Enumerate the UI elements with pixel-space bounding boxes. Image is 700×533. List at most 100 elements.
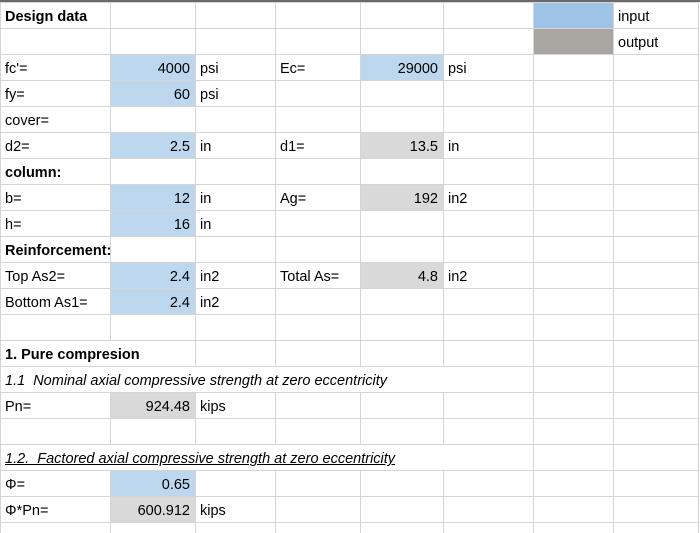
cell-D17[interactable] <box>275 418 361 445</box>
cell-D20[interactable] <box>275 496 361 523</box>
cell-F2[interactable] <box>443 28 534 55</box>
cell-F20[interactable] <box>443 496 534 523</box>
cell-E10[interactable] <box>360 236 444 263</box>
cell-H12[interactable] <box>613 288 699 315</box>
cell-D21[interactable] <box>275 522 361 533</box>
cell-C4[interactable]: psi <box>195 80 276 107</box>
cell-G19[interactable] <box>533 470 614 497</box>
cell-G7[interactable] <box>533 158 614 185</box>
cell-B3[interactable]: 4000 <box>110 54 196 81</box>
cell-F13[interactable] <box>443 314 534 341</box>
cell-H15[interactable] <box>613 366 699 393</box>
cell-G4[interactable] <box>533 80 614 107</box>
cell-C1[interactable] <box>195 2 276 29</box>
cell-B10[interactable] <box>110 236 196 263</box>
cell-B4[interactable]: 60 <box>110 80 196 107</box>
cell-H9[interactable] <box>613 210 699 237</box>
cell-A13[interactable] <box>0 314 111 341</box>
cell-C19[interactable] <box>195 470 276 497</box>
cell-A3[interactable]: fc'= <box>0 54 111 81</box>
cell-G18[interactable] <box>533 444 614 471</box>
cell-G11[interactable] <box>533 262 614 289</box>
cell-A18[interactable]: 1.2. Factored axial compressive strength… <box>0 444 534 471</box>
cell-B2[interactable] <box>110 28 196 55</box>
cell-A20[interactable]: Φ*Pn= <box>0 496 111 523</box>
cell-G10[interactable] <box>533 236 614 263</box>
cell-F6[interactable]: in <box>443 132 534 159</box>
cell-E6[interactable]: 13.5 <box>360 132 444 159</box>
cell-E16[interactable] <box>360 392 444 419</box>
cell-E1[interactable] <box>360 2 444 29</box>
cell-D2[interactable] <box>275 28 361 55</box>
cell-H7[interactable] <box>613 158 699 185</box>
cell-H17[interactable] <box>613 418 699 445</box>
cell-D10[interactable] <box>275 236 361 263</box>
cell-F7[interactable] <box>443 158 534 185</box>
cell-H11[interactable] <box>613 262 699 289</box>
cell-A14[interactable]: 1. Pure compresion <box>0 340 196 367</box>
cell-B21[interactable] <box>110 522 196 533</box>
cell-A15[interactable]: 1.1 Nominal axial compressive strength a… <box>0 366 534 393</box>
cell-H8[interactable] <box>613 184 699 211</box>
cell-B20[interactable]: 600.912 <box>110 496 196 523</box>
cell-B17[interactable] <box>110 418 196 445</box>
cell-B5[interactable] <box>110 106 196 133</box>
cell-D7[interactable] <box>275 158 361 185</box>
cell-F10[interactable] <box>443 236 534 263</box>
cell-H14[interactable] <box>613 340 699 367</box>
cell-D16[interactable] <box>275 392 361 419</box>
cell-D19[interactable] <box>275 470 361 497</box>
cell-F5[interactable] <box>443 106 534 133</box>
cell-C9[interactable]: in <box>195 210 276 237</box>
cell-D11[interactable]: Total As= <box>275 262 361 289</box>
cell-A7[interactable]: column: <box>0 158 111 185</box>
cell-B19[interactable]: 0.65 <box>110 470 196 497</box>
cell-C7[interactable] <box>195 158 276 185</box>
cell-G15[interactable] <box>533 366 614 393</box>
cell-A8[interactable]: b= <box>0 184 111 211</box>
cell-E12[interactable] <box>360 288 444 315</box>
cell-F16[interactable] <box>443 392 534 419</box>
cell-G8[interactable] <box>533 184 614 211</box>
legend-input-label[interactable]: input <box>613 2 699 29</box>
cell-C3[interactable]: psi <box>195 54 276 81</box>
cell-B6[interactable]: 2.5 <box>110 132 196 159</box>
cell-G5[interactable] <box>533 106 614 133</box>
cell-E14[interactable] <box>360 340 444 367</box>
cell-D12[interactable] <box>275 288 361 315</box>
cell-D13[interactable] <box>275 314 361 341</box>
cell-E11[interactable]: 4.8 <box>360 262 444 289</box>
cell-A16[interactable]: Pn= <box>0 392 111 419</box>
cell-E21[interactable] <box>360 522 444 533</box>
cell-B11[interactable]: 2.4 <box>110 262 196 289</box>
cell-A1[interactable]: Design data <box>0 2 111 29</box>
cell-B8[interactable]: 12 <box>110 184 196 211</box>
cell-F21[interactable] <box>443 522 534 533</box>
cell-E5[interactable] <box>360 106 444 133</box>
cell-A4[interactable]: fy= <box>0 80 111 107</box>
cell-A11[interactable]: Top As2= <box>0 262 111 289</box>
cell-G21[interactable] <box>533 522 614 533</box>
cell-C17[interactable] <box>195 418 276 445</box>
cell-E13[interactable] <box>360 314 444 341</box>
cell-D5[interactable] <box>275 106 361 133</box>
cell-B13[interactable] <box>110 314 196 341</box>
cell-E19[interactable] <box>360 470 444 497</box>
cell-A9[interactable]: h= <box>0 210 111 237</box>
cell-G6[interactable] <box>533 132 614 159</box>
cell-G9[interactable] <box>533 210 614 237</box>
cell-H16[interactable] <box>613 392 699 419</box>
cell-F4[interactable] <box>443 80 534 107</box>
cell-D14[interactable] <box>275 340 361 367</box>
cell-B7[interactable] <box>110 158 196 185</box>
cell-C8[interactable]: in <box>195 184 276 211</box>
cell-C16[interactable]: kips <box>195 392 276 419</box>
legend-input-swatch[interactable] <box>533 2 614 29</box>
cell-B12[interactable]: 2.4 <box>110 288 196 315</box>
cell-H5[interactable] <box>613 106 699 133</box>
cell-C5[interactable] <box>195 106 276 133</box>
cell-G17[interactable] <box>533 418 614 445</box>
cell-F19[interactable] <box>443 470 534 497</box>
cell-A12[interactable]: Bottom As1= <box>0 288 111 315</box>
cell-D9[interactable] <box>275 210 361 237</box>
